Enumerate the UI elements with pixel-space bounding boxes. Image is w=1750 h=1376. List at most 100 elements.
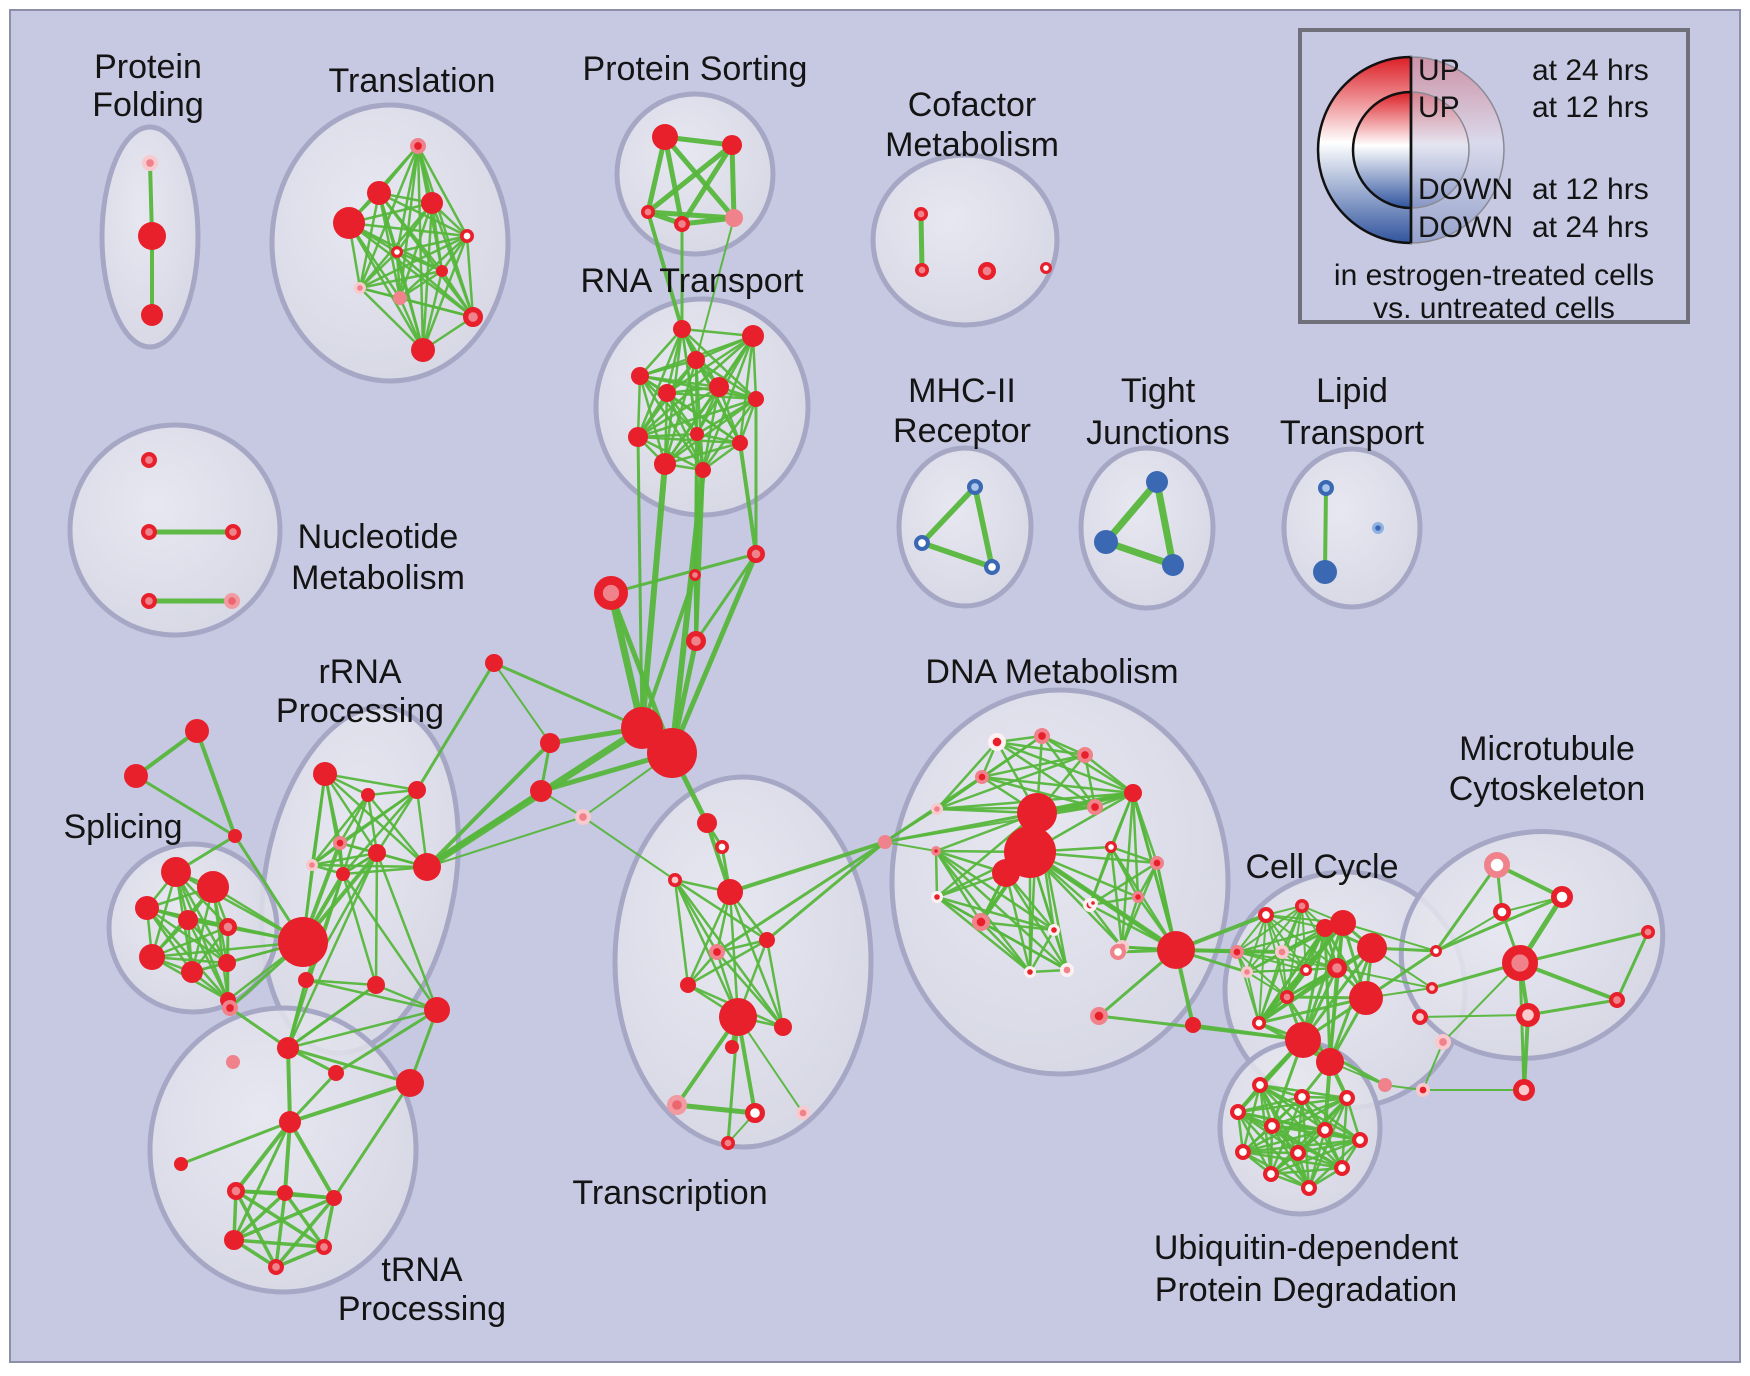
edge-line (663, 441, 742, 466)
gene-node (1338, 1089, 1355, 1106)
edge-line (1615, 930, 1650, 1002)
gene-node (141, 451, 158, 468)
edge-line (232, 1238, 326, 1249)
gene-node (930, 845, 941, 856)
gene-node (593, 575, 628, 610)
edge-line (1236, 951, 1307, 971)
edge-line (375, 851, 439, 1012)
edge-line (934, 849, 1032, 974)
gene-node (1234, 1143, 1251, 1160)
edge-line (1269, 1138, 1362, 1176)
edge-line (1246, 967, 1338, 973)
edge-line (728, 890, 785, 1029)
edge-line (995, 740, 1097, 809)
gene-node (142, 155, 159, 172)
cluster-label-rna-transport: RNA Transport (581, 262, 805, 300)
gene-node (139, 944, 165, 970)
gene-node (1279, 990, 1294, 1005)
gene-node (1429, 944, 1442, 957)
gene-node (1124, 784, 1142, 802)
edge-line (286, 1046, 292, 1124)
edge-line (1435, 911, 1503, 952)
edge-line (674, 1102, 758, 1116)
edge-line (1300, 1095, 1362, 1142)
edge-line (645, 209, 737, 221)
gene-node (742, 325, 764, 347)
edge-line (980, 775, 1097, 809)
gene-node (1415, 1082, 1430, 1097)
edge-line (1109, 845, 1124, 949)
gene-node (222, 1000, 239, 1017)
edge-line (286, 1008, 439, 1050)
edge-line (980, 753, 1087, 779)
legend-circle-12h-right (1410, 91, 1470, 209)
edge-line (283, 1120, 292, 1195)
edge-line (582, 816, 676, 881)
edge-line (663, 397, 758, 466)
gene-node (732, 435, 748, 451)
edge-line (150, 940, 305, 959)
gene-node (336, 867, 350, 881)
edge-line (322, 1196, 336, 1249)
edge-line (738, 441, 758, 556)
gene-node (1094, 530, 1118, 554)
edge-line (1526, 998, 1619, 1017)
gene-node (326, 1190, 342, 1206)
edge-line (493, 662, 551, 744)
edge-line (492, 661, 644, 730)
edge-line (1236, 951, 1338, 969)
edge-line (395, 250, 444, 273)
gene-node (1289, 1144, 1306, 1161)
gene-node (141, 304, 163, 326)
gene-node (1251, 1016, 1266, 1031)
gene-node (298, 972, 314, 988)
cluster-bubble-tight-junctions (1078, 445, 1216, 611)
gene-node (688, 568, 701, 581)
edge-line (715, 938, 769, 954)
edge-line (636, 374, 642, 439)
edge-line (638, 358, 698, 378)
edge-line (211, 885, 230, 1002)
gene-node (1425, 981, 1438, 994)
edge-line (338, 793, 370, 845)
edge-line (979, 920, 1032, 974)
gene-node (178, 910, 198, 930)
edge-line (374, 851, 379, 987)
edge-line (1328, 966, 1339, 1064)
gene-node (1229, 945, 1244, 960)
edge-line (638, 374, 705, 472)
gene-node (396, 1069, 424, 1097)
edge-line (395, 250, 475, 319)
legend-row-3-time: at 24 hrs (1532, 211, 1649, 244)
gene-node (759, 932, 775, 948)
edge-line (935, 811, 1039, 899)
gene-node (530, 780, 552, 802)
edge-line (694, 468, 705, 643)
edge-line (274, 1196, 336, 1269)
gene-node (1640, 925, 1655, 940)
edge-line (358, 234, 469, 290)
edge-line (398, 296, 475, 319)
edge-line (1236, 951, 1288, 998)
cluster-bubble-trna-processing (147, 1005, 419, 1295)
edge-line (662, 134, 685, 227)
gene-node (1185, 1017, 1201, 1033)
edge-line (1257, 996, 1368, 1025)
cluster-bubble-transcription (612, 774, 874, 1150)
edge-line (1269, 1166, 1344, 1176)
gene-node (709, 377, 729, 397)
edge-line (680, 327, 758, 401)
legend-row-2-direction: DOWN (1418, 173, 1513, 206)
edge-line (134, 729, 199, 778)
edge-line (1296, 1138, 1362, 1155)
gene-node (685, 630, 706, 651)
edge-line (234, 1120, 292, 1193)
gene-node (141, 593, 158, 610)
legend-row-1-direction: UP (1418, 91, 1460, 124)
edge-line (1246, 914, 1267, 973)
gene-node (1502, 944, 1539, 981)
edge-line (145, 906, 229, 965)
edge-line (934, 849, 1069, 972)
edge-line (358, 201, 434, 290)
edge-line (884, 806, 1096, 843)
